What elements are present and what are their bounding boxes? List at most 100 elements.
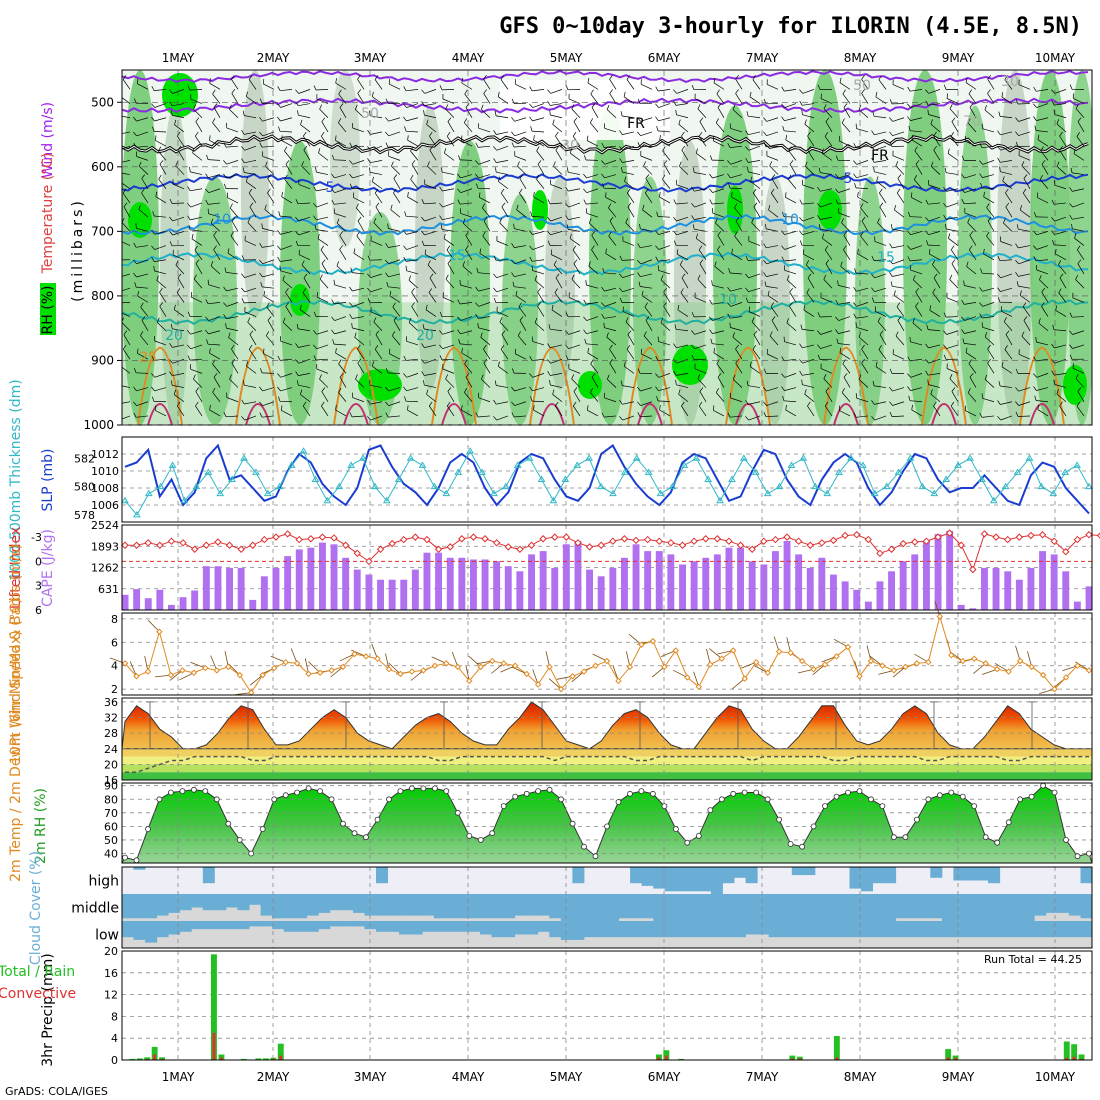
wind-barb	[136, 156, 149, 161]
wind-barb-flag	[709, 155, 713, 161]
wind-barb	[357, 79, 365, 90]
wind-barb	[177, 277, 185, 289]
wind-barb-flag	[443, 233, 446, 239]
wind-barb-flag	[241, 416, 245, 421]
wind-barb	[482, 235, 491, 246]
wind-barb	[928, 329, 941, 332]
cape-bar	[539, 551, 547, 610]
precip-total-bar	[136, 1058, 143, 1060]
wind-barb	[316, 368, 329, 374]
wind-barb	[802, 358, 815, 364]
wind-barb	[946, 172, 959, 175]
wind-barb	[213, 249, 221, 260]
cloud-middle-bar	[1034, 894, 1047, 916]
cloud-middle-bar	[445, 894, 458, 919]
wind-barb	[190, 188, 203, 192]
wind-barb	[640, 273, 653, 278]
wind-barb	[571, 108, 581, 119]
li-point	[609, 537, 617, 545]
wind-barb-flag	[552, 389, 555, 395]
wind-barb	[837, 202, 851, 205]
precip-total-bar	[1063, 1041, 1070, 1060]
wind-barb	[1000, 273, 1013, 279]
svg-text:Wind (m/s): Wind (m/s)	[40, 102, 56, 178]
wind-barb-flag	[555, 131, 559, 137]
wind-barb	[248, 192, 257, 204]
wind-barb	[1056, 393, 1067, 403]
cloud-low-bar	[572, 921, 585, 940]
wind-barb	[335, 82, 347, 90]
wind-barb	[1054, 231, 1067, 235]
wind-barb	[351, 415, 365, 418]
precip-total-bar	[663, 1050, 670, 1060]
precip-convective-bar	[798, 1058, 802, 1060]
wind-barb-flag	[961, 188, 965, 193]
thickness-point	[406, 454, 415, 461]
wind-barb	[208, 302, 221, 305]
wind-barb	[339, 249, 347, 260]
wind-barb	[586, 188, 599, 194]
rh-point	[982, 834, 989, 841]
wind-barb	[604, 415, 617, 418]
wind-barb	[533, 139, 545, 147]
wind-barb-flag	[817, 186, 821, 192]
wind-barb	[769, 165, 779, 175]
rh-point	[443, 788, 450, 794]
upper-air-ylabel: Wind (m/s) Temperature (°C) RH (%) (mill…	[40, 102, 86, 335]
wind-barb	[1041, 306, 1049, 317]
wind-barb	[1062, 665, 1078, 672]
cloud-middle-bar	[560, 894, 573, 921]
wind-barb	[179, 672, 195, 681]
cape-bar	[748, 561, 756, 610]
wind-barb	[122, 131, 131, 134]
wind-barb-flag	[788, 146, 792, 151]
wind-barb-flag	[243, 380, 245, 386]
thickness-point	[513, 461, 522, 468]
cloud-middle-bar	[907, 894, 920, 919]
wind-barb-flag	[459, 279, 461, 286]
li-point	[365, 557, 373, 566]
wind-barb	[357, 220, 365, 232]
wind-barb	[1055, 310, 1067, 317]
wind-barb-flag	[1015, 387, 1019, 392]
wind-barb	[716, 93, 725, 104]
wind-barb-flag	[822, 233, 825, 239]
wind-barb-flag	[511, 368, 515, 374]
wind-barb-flag	[782, 125, 785, 131]
wind-barb	[316, 188, 329, 192]
wind-barb-flag	[151, 373, 155, 378]
wind-barb	[136, 286, 149, 289]
wind-barb-flag	[655, 245, 659, 250]
wind-barb-flag	[871, 273, 875, 279]
wind-barb	[406, 270, 419, 275]
wind-barb	[730, 128, 743, 133]
rh-shade	[1067, 70, 1092, 425]
wind-barb-flag	[746, 111, 749, 117]
wind-barb	[568, 98, 581, 104]
wind-barb-flag	[731, 192, 733, 198]
wind-barb	[460, 202, 473, 205]
wind-barb	[677, 309, 689, 317]
wind-barb	[731, 196, 743, 204]
wind-barb	[1072, 172, 1085, 175]
wind-barb	[651, 666, 665, 678]
wind-barb	[405, 130, 419, 133]
wind-barb-flag	[264, 204, 267, 210]
wind-barb-flag	[781, 386, 785, 391]
wind-barb-flag	[605, 192, 607, 198]
wind-barb-flag	[1075, 274, 1079, 280]
wind-barb-flag	[115, 416, 118, 420]
wind-barb-flag	[782, 211, 785, 217]
wind-barb	[154, 231, 167, 235]
rh-point	[1063, 837, 1069, 843]
wind-barb-flag	[656, 211, 659, 217]
wind-barb	[496, 131, 509, 135]
wind-barb-flag	[297, 380, 299, 386]
wind-barb	[515, 295, 527, 303]
wind-barb-flag	[444, 148, 447, 154]
thickness-point	[858, 461, 867, 468]
wind-barb-flag	[799, 100, 803, 106]
wind-barb-flag	[569, 233, 572, 239]
wind-barb-flag	[547, 89, 551, 94]
wind-barb-flag	[1041, 287, 1046, 293]
